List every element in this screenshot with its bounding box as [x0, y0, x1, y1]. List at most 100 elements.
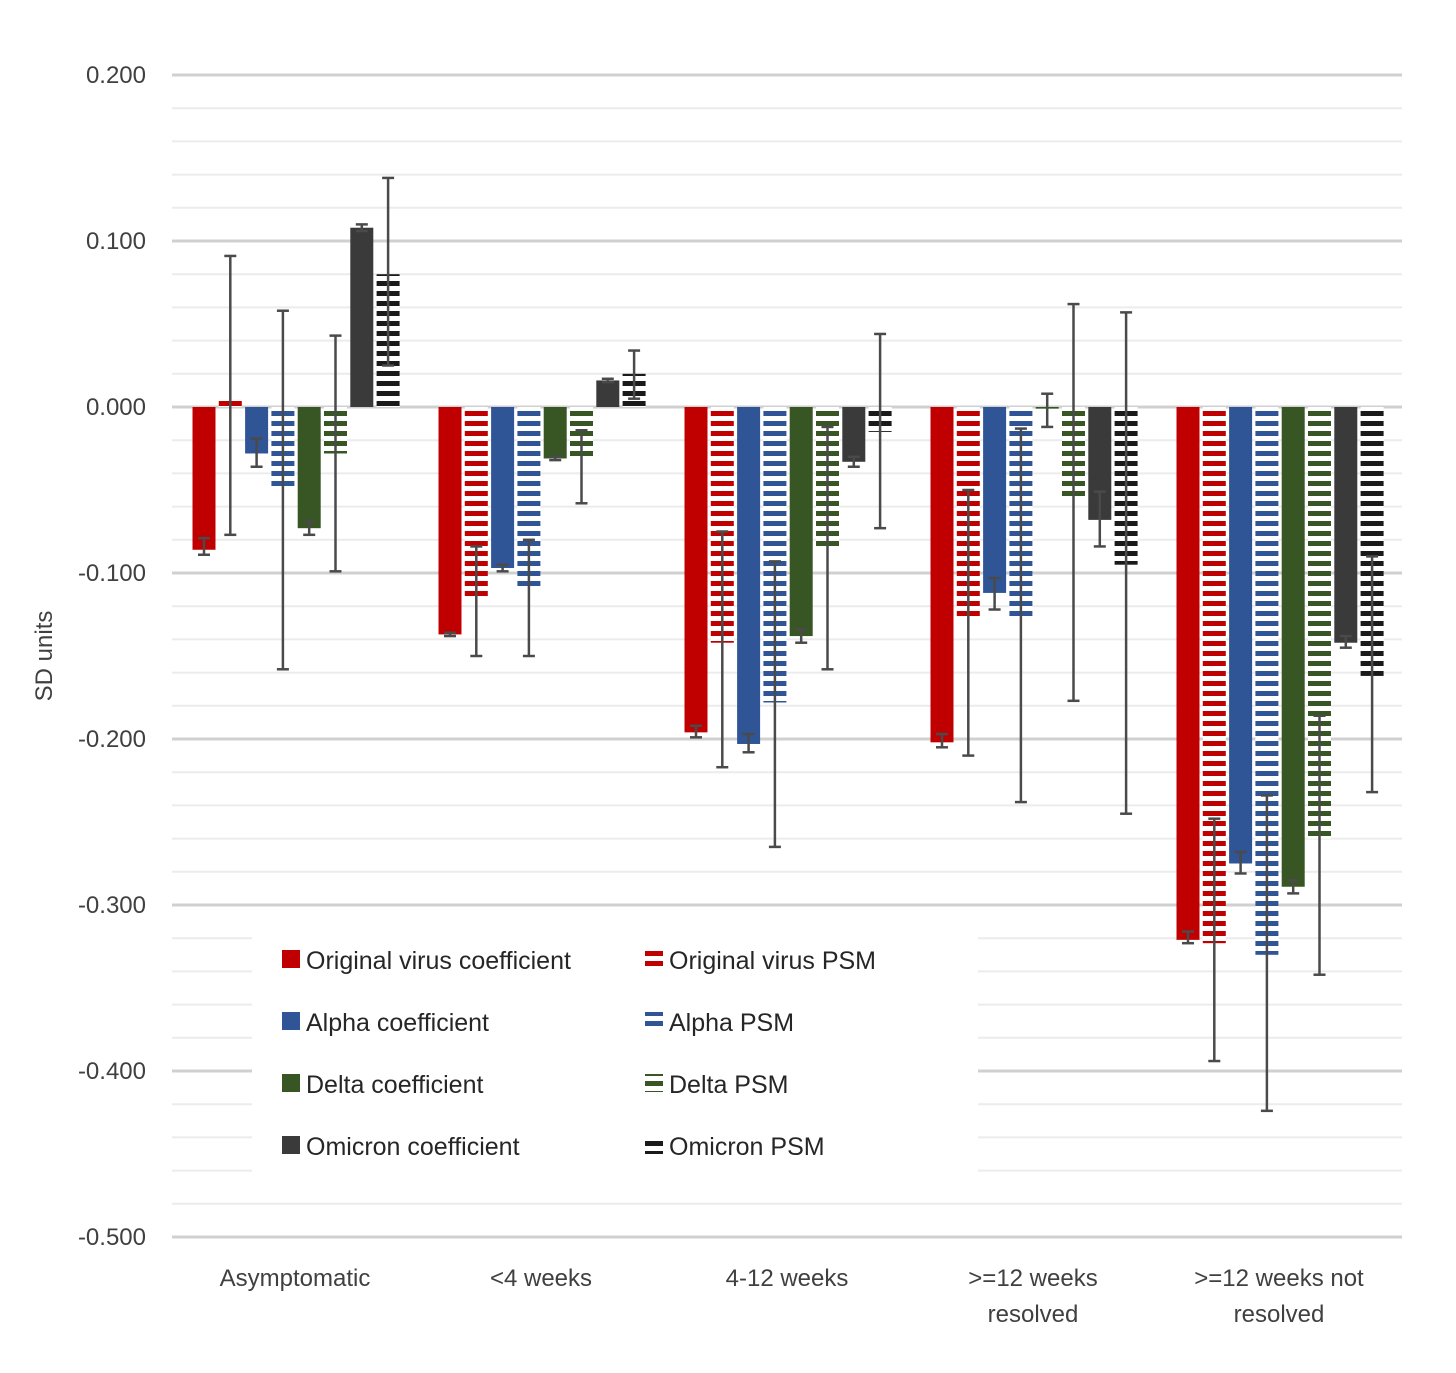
- legend: Original virus coefficient Original virus…: [252, 928, 978, 1188]
- error-bar: [768, 560, 781, 849]
- bar: [517, 407, 541, 590]
- error-bar: [496, 563, 509, 573]
- category-label: <4 weeks: [490, 1265, 592, 1292]
- y-tick-label: -0.500: [78, 1224, 146, 1251]
- legend-swatch: [645, 1136, 663, 1154]
- legend-item: Omicron coefficient: [282, 1133, 520, 1161]
- error-bar: [601, 377, 614, 384]
- error-bar: [575, 428, 588, 505]
- category-label: >=12 weeks not: [1194, 1265, 1364, 1292]
- legend-swatch: [645, 950, 663, 968]
- legend-item: Alpha PSM: [645, 1009, 794, 1037]
- error-bar: [522, 538, 535, 658]
- legend-label: Alpha coefficient: [306, 1009, 489, 1037]
- legend-swatch: [282, 1136, 300, 1154]
- bar: [1308, 407, 1331, 839]
- legend-label: Delta coefficient: [306, 1071, 483, 1099]
- y-axis-title: SD units: [31, 611, 58, 702]
- legend-label: Delta PSM: [669, 1071, 788, 1099]
- y-tick-label: -0.100: [78, 560, 146, 587]
- category-label: >=12 weeks: [968, 1265, 1097, 1292]
- axes: 0.200 0.100 0.000 -0.100 -0.200 -0.300 -0.400 -…: [31, 62, 1364, 1328]
- bar: [596, 380, 620, 407]
- error-bar: [303, 520, 316, 537]
- bar: [350, 227, 374, 407]
- bar: [930, 407, 954, 743]
- error-bar: [874, 332, 887, 530]
- error-bar: [1208, 817, 1221, 1063]
- bar: [438, 407, 462, 635]
- error-bar: [628, 349, 641, 400]
- legend-swatch: [282, 1012, 300, 1030]
- error-bar: [1093, 490, 1106, 548]
- error-bar: [1366, 555, 1379, 794]
- error-bar: [1182, 930, 1194, 945]
- bar: [842, 407, 866, 462]
- category-label: Asymptomatic: [220, 1265, 371, 1292]
- y-tick-label: 0.100: [86, 228, 146, 255]
- bar: [1334, 407, 1358, 643]
- error-bar: [1234, 850, 1247, 875]
- legend-swatch: [282, 1074, 300, 1092]
- legend-item: Original virus coefficient: [282, 947, 571, 975]
- error-bar: [936, 732, 948, 749]
- error-bar: [1014, 427, 1027, 804]
- error-bar: [1287, 878, 1300, 895]
- error-bar: [988, 576, 1001, 611]
- bars: [192, 227, 1384, 955]
- bar: [1281, 407, 1305, 887]
- bar: [789, 407, 813, 637]
- legend-item: Omicron PSM: [645, 1133, 825, 1161]
- legend-swatch: [645, 1074, 663, 1092]
- error-bar: [382, 176, 395, 367]
- legend-item: Delta coefficient: [282, 1071, 483, 1099]
- error-bar: [1313, 714, 1326, 976]
- legend-item: Alpha coefficient: [282, 1009, 489, 1037]
- error-bar: [1339, 634, 1352, 649]
- bar: [737, 407, 761, 744]
- error-bar: [690, 724, 702, 739]
- bar: [983, 407, 1007, 593]
- error-bar: [1260, 794, 1273, 1113]
- error-bar: [1041, 392, 1054, 429]
- category-label: resolved: [1234, 1301, 1325, 1328]
- y-tick-label: 0.000: [86, 394, 146, 421]
- legend-label: Original virus coefficient: [306, 947, 571, 975]
- error-bar: [329, 334, 342, 573]
- legend-label: Alpha PSM: [669, 1009, 794, 1037]
- bar: [1176, 407, 1200, 940]
- legend-label: Original virus PSM: [669, 947, 876, 975]
- bar: [543, 407, 567, 459]
- legend-swatch: [282, 950, 300, 968]
- bar: [1229, 407, 1253, 864]
- error-bar: [1120, 311, 1133, 815]
- bar: [192, 407, 216, 550]
- error-bar: [355, 223, 368, 233]
- bar: [763, 407, 787, 703]
- bar: [710, 407, 734, 643]
- bar: [464, 407, 488, 598]
- y-tick-label: -0.300: [78, 892, 146, 919]
- bar: [245, 407, 269, 454]
- bar: [297, 407, 321, 529]
- error-bar: [847, 455, 860, 469]
- error-bar: [470, 545, 483, 658]
- error-bar: [716, 530, 729, 769]
- error-bar: [1067, 302, 1080, 703]
- legend-label: Omicron coefficient: [306, 1133, 520, 1161]
- y-tick-label: 0.200: [86, 62, 146, 89]
- bar: [1360, 407, 1384, 676]
- bar: [1255, 407, 1279, 955]
- legend-label: Omicron PSM: [669, 1133, 825, 1161]
- bar: [1202, 407, 1226, 944]
- error-bar: [821, 425, 834, 671]
- error-bar: [250, 437, 263, 469]
- error-bar: [198, 536, 210, 556]
- legend-item: Delta PSM: [645, 1071, 788, 1099]
- category-label: resolved: [988, 1301, 1079, 1328]
- error-bar: [444, 631, 456, 638]
- legend-swatch: [645, 1012, 663, 1030]
- error-bar: [962, 488, 975, 757]
